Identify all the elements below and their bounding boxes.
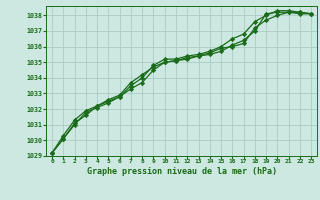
X-axis label: Graphe pression niveau de la mer (hPa): Graphe pression niveau de la mer (hPa)	[87, 167, 276, 176]
